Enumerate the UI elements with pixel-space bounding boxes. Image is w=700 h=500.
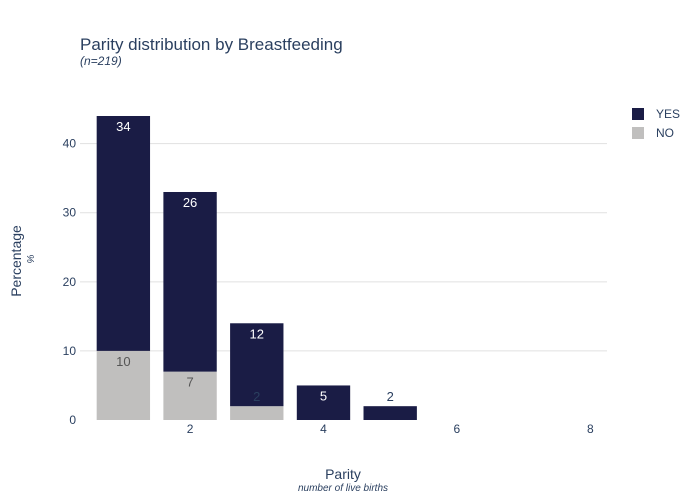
y-tick-label: 10 <box>63 344 77 358</box>
y-tick-label: 30 <box>63 206 77 220</box>
chart-title: Parity distribution by Breastfeeding <box>80 35 343 54</box>
y-tick-label: 40 <box>63 137 77 151</box>
bar-no-parity-3[interactable] <box>230 406 284 420</box>
bar-label-no-parity-1: 10 <box>116 354 130 369</box>
legend-label-no[interactable]: NO <box>656 126 674 140</box>
x-tick-label: 4 <box>320 422 327 436</box>
bar-no-parity-2[interactable] <box>163 371 217 420</box>
bar-no-parity-1[interactable] <box>96 350 151 420</box>
y-tick-label: 20 <box>63 275 77 289</box>
bar-label-no-parity-2: 7 <box>186 375 193 390</box>
y-axis-title: Percentage <box>8 225 24 297</box>
bar-yes-parity-1[interactable] <box>96 116 151 351</box>
bar-label-yes-parity-3: 12 <box>250 326 264 341</box>
bar-label-yes-parity-5: 2 <box>387 389 394 404</box>
x-axis-ticks: 2 4 6 8 <box>187 422 594 436</box>
y-axis-ticks: 0 10 20 30 40 <box>63 137 77 427</box>
bar-label-yes-parity-1: 34 <box>116 119 130 134</box>
bar-yes-parity-5[interactable] <box>363 406 417 420</box>
bar-label-yes-parity-4: 5 <box>320 388 327 403</box>
x-axis-title: Parity <box>325 466 361 482</box>
bar-yes-parity-2[interactable] <box>163 192 217 372</box>
bar-label-yes-parity-2: 26 <box>183 195 197 210</box>
y-tick-label: 0 <box>69 413 76 427</box>
legend[interactable]: YES NO <box>632 107 680 140</box>
x-tick-label: 6 <box>454 422 461 436</box>
x-axis-subtitle: number of live births <box>298 483 388 494</box>
x-tick-label: 2 <box>187 422 194 436</box>
gridlines <box>80 143 607 352</box>
legend-swatch-yes[interactable] <box>632 108 644 120</box>
x-tick-label: 8 <box>587 422 594 436</box>
legend-swatch-no[interactable] <box>632 127 644 139</box>
bar-labels: 10 7 2 34 26 12 5 2 <box>116 119 394 404</box>
bar-yes-parity-4[interactable] <box>296 385 351 420</box>
legend-label-yes[interactable]: YES <box>656 107 680 121</box>
bar-yes-parity-3[interactable] <box>230 323 284 407</box>
y-axis-subtitle: % <box>26 254 37 263</box>
chart-subtitle: (n=219) <box>80 54 122 68</box>
bar-label-no-parity-3: 2 <box>253 389 260 404</box>
bars[interactable] <box>96 116 417 420</box>
